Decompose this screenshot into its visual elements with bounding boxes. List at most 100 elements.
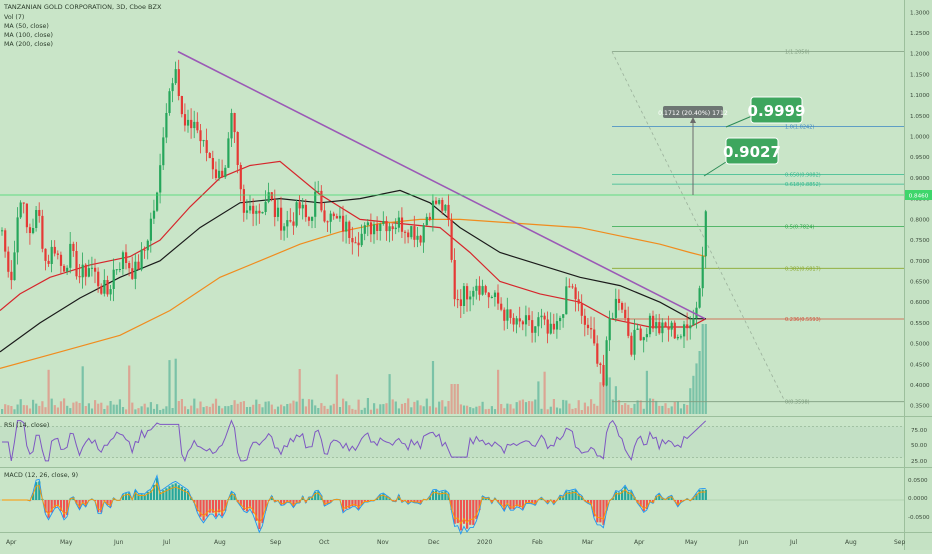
macd-histogram-bar xyxy=(624,487,626,500)
candle-body xyxy=(85,265,87,277)
price-tick: 0.8000 xyxy=(910,217,930,223)
macd-histogram-bar xyxy=(699,490,701,500)
volume-bar xyxy=(314,405,316,414)
candle-body xyxy=(469,297,471,300)
candle-body xyxy=(404,232,406,233)
volume-bar xyxy=(184,406,186,414)
candle-body xyxy=(525,315,527,324)
volume-bar xyxy=(376,409,378,414)
candle-body xyxy=(416,236,418,240)
price-tick: 0.7500 xyxy=(910,238,930,244)
callout-value: 0.9999 xyxy=(748,102,806,120)
volume-bar xyxy=(44,407,46,414)
volume-bar xyxy=(354,410,356,414)
volume-bar xyxy=(500,404,502,414)
candle-body xyxy=(382,221,384,224)
rsi-tick: 25.00 xyxy=(911,459,927,465)
fib-level-label: 0(0.3598) xyxy=(785,400,810,406)
candle-body xyxy=(364,225,366,234)
candle-body xyxy=(128,263,130,268)
time-tick: Aug xyxy=(845,539,857,546)
time-tick: Oct xyxy=(319,539,330,546)
volume-bar xyxy=(209,407,211,414)
time-axis[interactable]: Apr May Jun Jul Aug Sep Oct Nov Dec 2020… xyxy=(6,539,906,546)
candle-body xyxy=(429,217,431,220)
candle-body xyxy=(385,221,387,231)
candle-body xyxy=(339,216,341,219)
volume-bar xyxy=(485,409,487,414)
candle-body xyxy=(51,247,53,264)
candle-body xyxy=(280,208,282,231)
volume-bar xyxy=(172,408,174,414)
volume-bar xyxy=(621,405,623,414)
volume-bar xyxy=(190,406,192,414)
volume-bar xyxy=(385,403,387,414)
macd-histogram-bar xyxy=(358,500,360,509)
candle-body xyxy=(522,321,524,324)
candle-body xyxy=(488,293,490,298)
volume-bar xyxy=(1,409,3,414)
candle-body xyxy=(125,252,127,263)
volume-bar xyxy=(156,404,158,414)
macd-histogram-bar xyxy=(454,500,456,524)
price-tick: 0.3500 xyxy=(910,404,930,410)
volume-bar xyxy=(249,407,251,414)
volume-bar xyxy=(305,406,307,414)
macd-histogram-bar xyxy=(596,500,598,522)
volume-bar xyxy=(116,405,118,414)
volume-bar xyxy=(364,408,366,414)
volume-bar xyxy=(556,408,558,415)
volume-bar xyxy=(695,363,697,414)
candle-body xyxy=(519,318,521,321)
volume-bar xyxy=(677,401,679,414)
volume-bar xyxy=(227,406,229,414)
candle-body xyxy=(150,219,152,241)
symbol-title: TANZANIAN GOLD CORPORATION, 3D, Cboe BZX xyxy=(3,3,162,11)
candle-body xyxy=(568,286,570,287)
volume-bar xyxy=(646,371,648,414)
rsi-tick: 50.00 xyxy=(911,443,927,449)
candle-body xyxy=(494,293,496,297)
candle-body xyxy=(4,230,6,251)
candle-body xyxy=(1,230,3,231)
candle-body xyxy=(695,308,697,319)
volume-bar xyxy=(165,406,167,414)
candle-body xyxy=(119,269,121,270)
volume-bar xyxy=(277,407,279,414)
volume-bar xyxy=(674,402,676,415)
candle-body xyxy=(261,212,263,213)
volume-bar xyxy=(333,404,335,414)
candle-body xyxy=(215,169,217,178)
macd-histogram-bar xyxy=(571,491,573,500)
candle-body xyxy=(54,247,56,254)
volume-bar xyxy=(289,403,291,414)
volume-bar xyxy=(308,399,310,414)
candle-body xyxy=(531,320,533,333)
volume-bar xyxy=(23,405,25,414)
volume-bar xyxy=(330,405,332,414)
candle-body xyxy=(562,314,564,318)
candle-body xyxy=(649,316,651,334)
candle-body xyxy=(692,318,694,325)
candle-body xyxy=(435,201,437,204)
volume-bar xyxy=(79,403,81,414)
candle-body xyxy=(516,318,518,324)
candle-body xyxy=(689,325,691,328)
candle-body xyxy=(10,272,12,280)
volume-bar xyxy=(351,409,353,414)
macd-histogram-bar xyxy=(258,500,260,529)
candle-body xyxy=(379,224,381,231)
volume-bar xyxy=(491,406,493,414)
volume-bar xyxy=(181,399,183,414)
candle-body xyxy=(401,218,403,232)
volume-bar xyxy=(664,403,666,414)
price-tick: 1.3000 xyxy=(910,10,930,16)
volume-bar xyxy=(311,400,313,414)
volume-bar xyxy=(482,402,484,414)
volume-bar xyxy=(17,405,19,415)
price-pane[interactable] xyxy=(0,0,904,416)
volume-bar xyxy=(336,374,338,414)
candle-body xyxy=(534,326,536,333)
